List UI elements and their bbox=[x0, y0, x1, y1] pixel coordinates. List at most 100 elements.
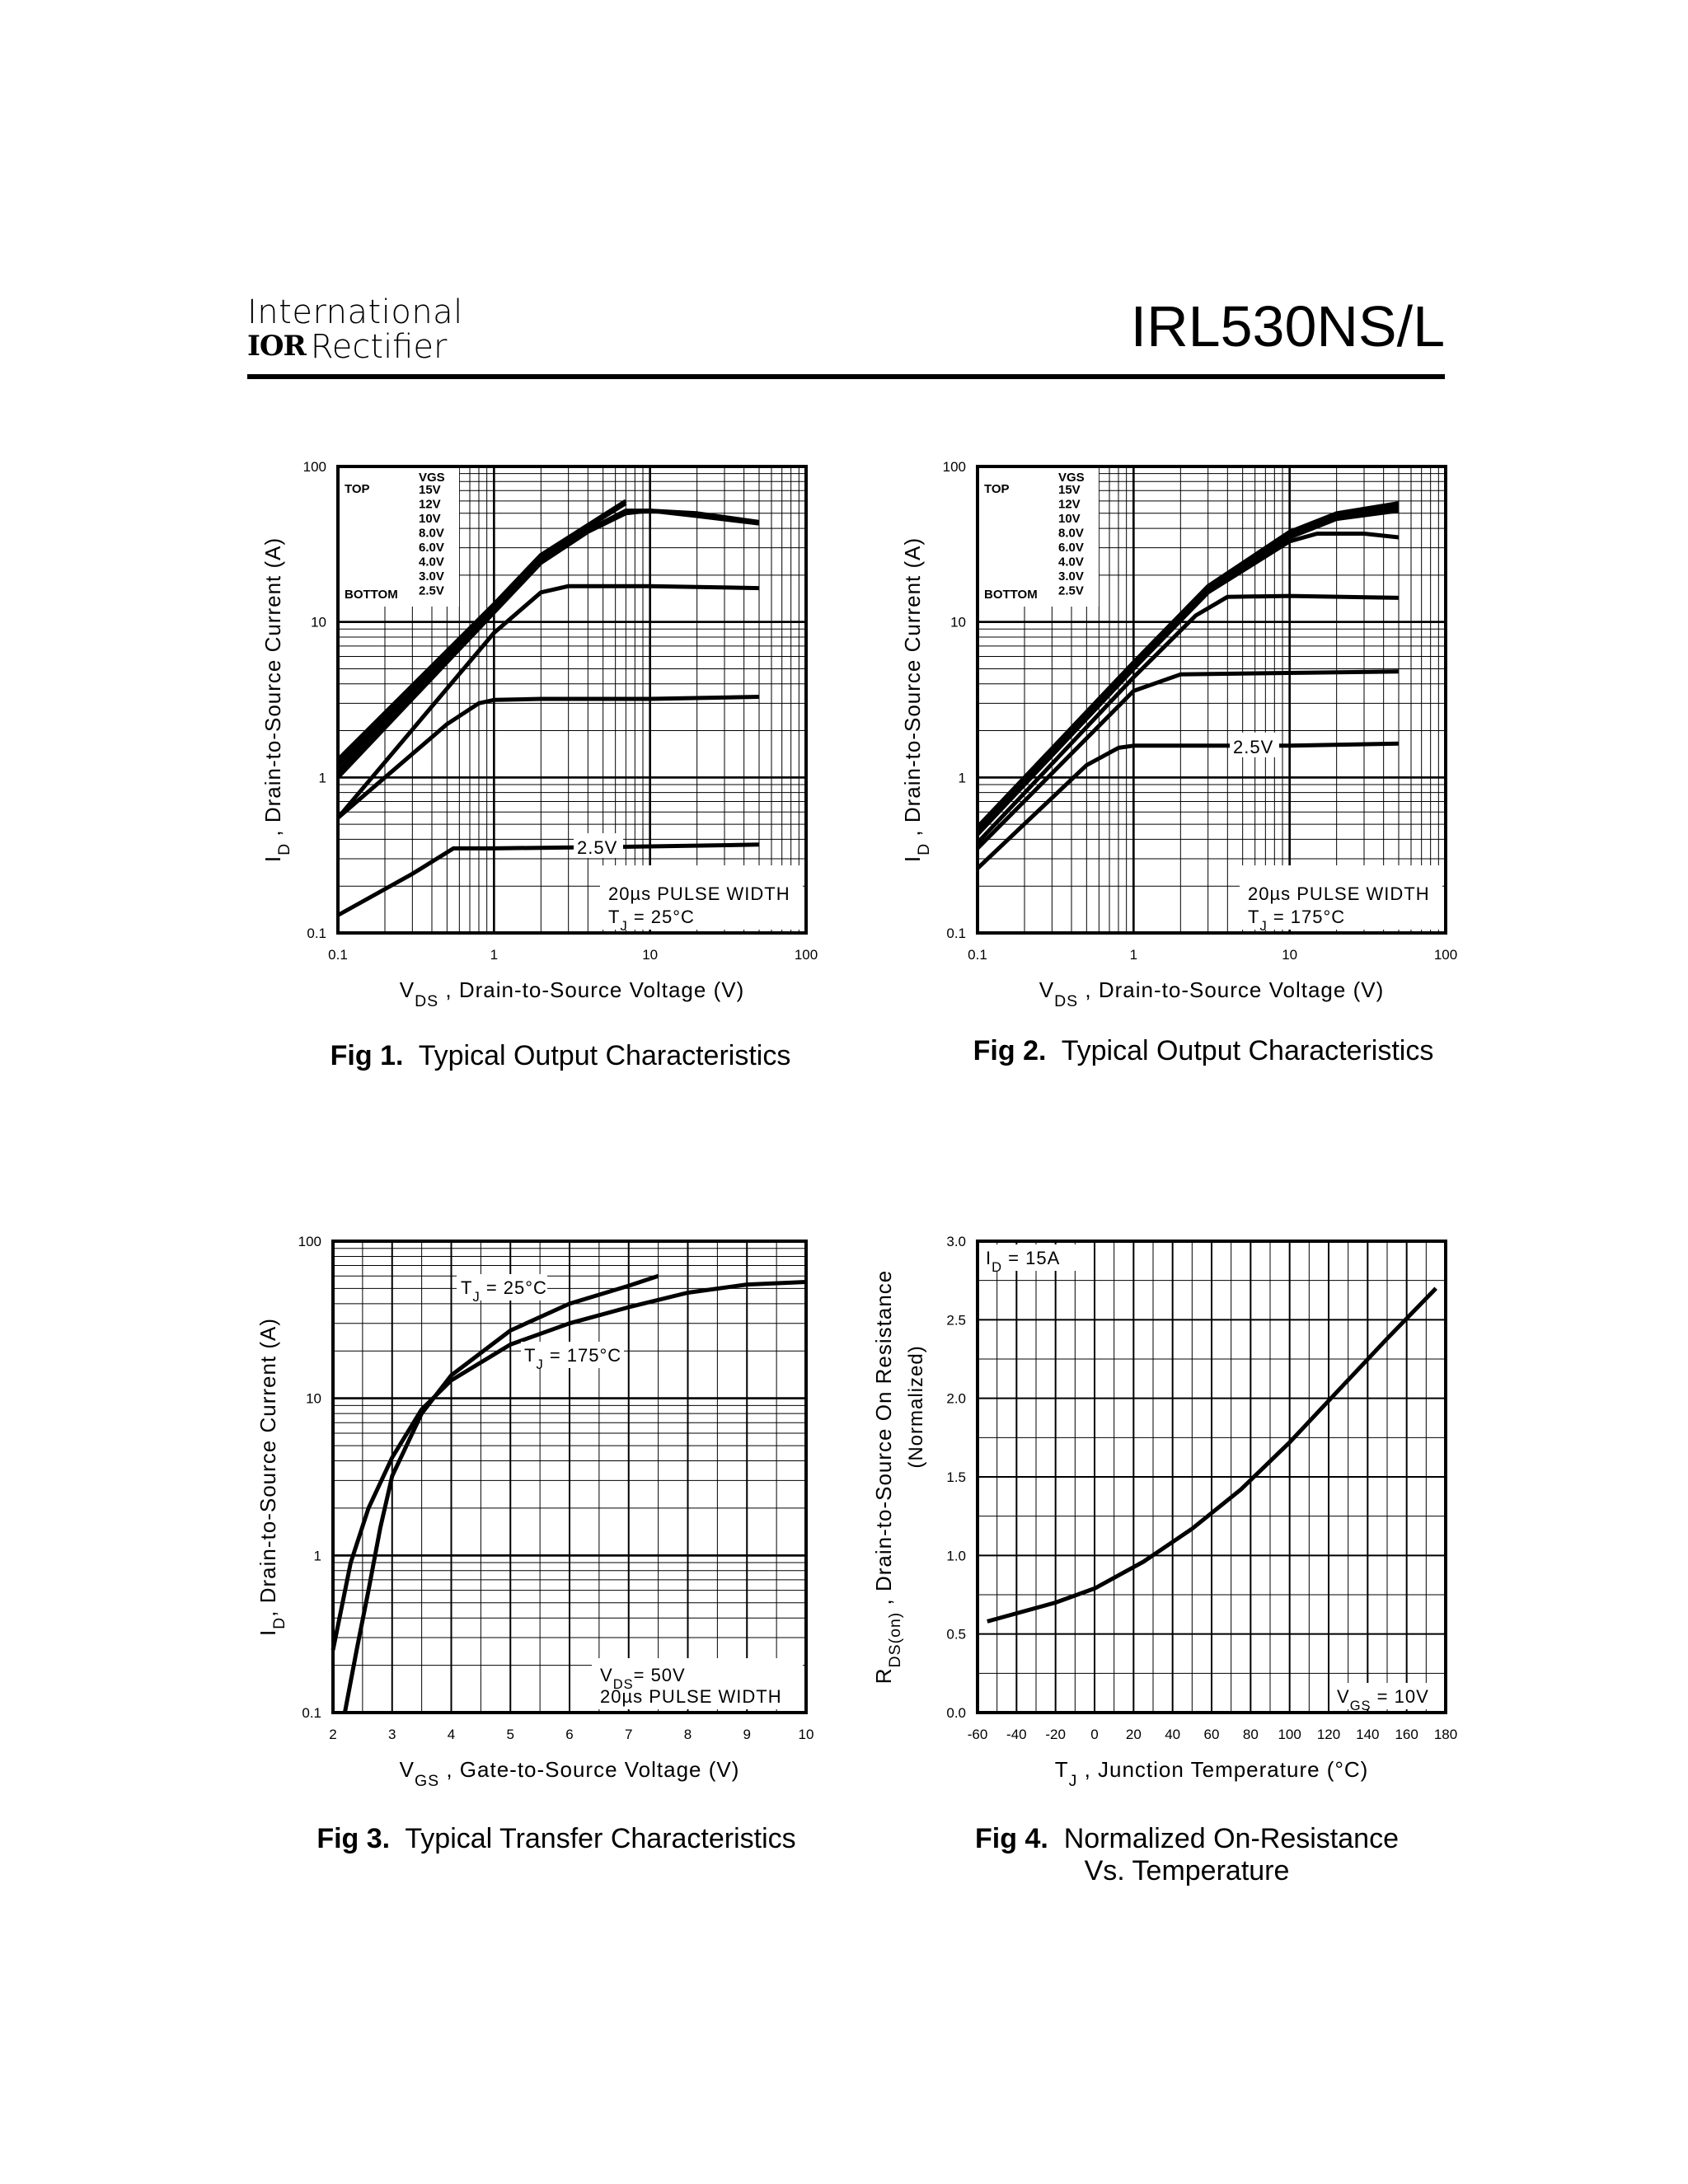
fig1-caption-num: Fig 1. bbox=[330, 1040, 404, 1071]
fig1-legend-entry-4: 6.0V bbox=[419, 541, 444, 555]
fig2-legend-entry-3: 8.0V bbox=[1058, 527, 1084, 541]
fig3-x-tick-3: 3 bbox=[388, 1727, 396, 1742]
fig3-x-tick-2: 2 bbox=[329, 1727, 336, 1742]
fig2-curve-label: 2.5V bbox=[1233, 737, 1273, 757]
fig1-legend-entry-2: 10V bbox=[419, 512, 441, 526]
fig2-legend-entry-5: 4.0V bbox=[1058, 555, 1084, 569]
fig4-y-tick-3.0: 3.0 bbox=[946, 1234, 966, 1249]
fig3-x-tick-5: 5 bbox=[507, 1727, 514, 1742]
fig2-legend-entry-4: 6.0V bbox=[1058, 541, 1084, 555]
fig1-legend-head: VGS bbox=[419, 471, 445, 485]
fig1-legend-entry-6: 3.0V bbox=[419, 569, 444, 583]
fig1-legend-entry-0: 15V bbox=[419, 483, 441, 497]
fig3-y-tick-100: 100 bbox=[298, 1234, 321, 1249]
fig3-caption-text: Typical Transfer Characteristics bbox=[405, 1823, 796, 1854]
fig4-caption-text: Normalized On-Resistance bbox=[1063, 1823, 1399, 1854]
fig4-x-tick--40: -40 bbox=[1006, 1727, 1027, 1742]
fig3-chart: 2 3 4 5 6 7 8 9 10 0.1 1 10 100 VGS , Gate-to-Source … bbox=[256, 1234, 814, 1790]
fig1-series-1 bbox=[336, 501, 627, 767]
fig3-caption: Fig 3. Typical Transfer Characteristics bbox=[309, 1823, 804, 1855]
fig4-x-tick--20: -20 bbox=[1045, 1727, 1066, 1742]
brand-bottom-text: Rectifier bbox=[310, 328, 448, 366]
header-rule bbox=[247, 374, 1445, 379]
fig4-x-axis-label: TJ , Junction Temperature (°C) bbox=[1055, 1757, 1369, 1790]
fig4-x-tick-140: 140 bbox=[1356, 1727, 1379, 1742]
fig2-legend-entry-6: 3.0V bbox=[1058, 569, 1084, 583]
fig3-series-1 bbox=[331, 1280, 807, 1651]
fig3-x-tick-6: 6 bbox=[565, 1727, 573, 1742]
fig4-x-tick-80: 80 bbox=[1243, 1727, 1259, 1742]
fig4-y-tick-2.5: 2.5 bbox=[946, 1312, 966, 1328]
fig4-caption-num: Fig 4. bbox=[975, 1823, 1048, 1854]
fig2-legend-top: TOP bbox=[984, 482, 1010, 496]
fig2-y-tick-100: 100 bbox=[943, 459, 966, 475]
fig1-series-6 bbox=[336, 695, 760, 820]
fig4-x-tick-40: 40 bbox=[1165, 1727, 1180, 1742]
fig2-y-tick-0.1: 0.1 bbox=[946, 926, 966, 941]
fig1-y-tick-1: 1 bbox=[319, 770, 326, 785]
fig2-x-tick-10: 10 bbox=[1282, 947, 1297, 963]
fig4-y-tick-1.0: 1.0 bbox=[946, 1548, 966, 1563]
fig4-vgs-label: VGS = 10V bbox=[1337, 1686, 1429, 1713]
fig3-y-tick-0.1: 0.1 bbox=[302, 1705, 321, 1721]
fig2-x-tick-1: 1 bbox=[1130, 947, 1137, 963]
fig4-x-tick-100: 100 bbox=[1278, 1727, 1301, 1742]
fig3-vds-label: VDS= 50V bbox=[600, 1665, 686, 1692]
fig1-chart: 0.1 1 10 100 0.1 1 10 100 VDS , Drain-to-Source … bbox=[260, 459, 818, 1010]
fig3-x-tick-4: 4 bbox=[448, 1727, 455, 1742]
fig2-x-axis-label: VDS , Drain-to-Source Voltage (V) bbox=[1039, 977, 1384, 1010]
fig1-curve-label: 2.5V bbox=[577, 837, 617, 858]
fig1-y-tick-10: 10 bbox=[311, 615, 326, 630]
fig1-y-axis-label: ID , Drain-to-Source Current (A) bbox=[260, 537, 293, 862]
fig2-legend-entry-1: 12V bbox=[1058, 498, 1081, 512]
fig2-caption-num: Fig 2. bbox=[973, 1035, 1047, 1066]
fig1-pulse-label: 20µs PULSE WIDTH bbox=[608, 883, 790, 904]
fig4-series-0 bbox=[987, 1286, 1437, 1624]
fig3-series-0 bbox=[342, 1273, 659, 1713]
fig3-y-axis-label: ID, Drain-to-Source Current (A) bbox=[256, 1318, 288, 1636]
fig2-chart: 0.1 1 10 100 0.1 1 10 100 VDS , Drain-to-Source … bbox=[900, 459, 1457, 1010]
fig2-caption-text: Typical Output Characteristics bbox=[1061, 1035, 1434, 1066]
fig1-legend-entry-3: 8.0V bbox=[419, 527, 444, 541]
fig2-legend-entry-0: 15V bbox=[1058, 483, 1081, 497]
fig2-series-4 bbox=[976, 532, 1400, 837]
fig1-series-7 bbox=[336, 842, 760, 917]
fig4-id-label: ID = 15A bbox=[986, 1248, 1060, 1275]
fig3-y-tick-10: 10 bbox=[306, 1391, 321, 1407]
fig4-x-tick-180: 180 bbox=[1434, 1727, 1457, 1742]
part-number: IRL530NS/L bbox=[1130, 294, 1445, 359]
fig1-x-axis-label: VDS , Drain-to-Source Voltage (V) bbox=[400, 977, 744, 1010]
fig3-x-tick-10: 10 bbox=[799, 1727, 814, 1742]
fig1-x-tick-0.1: 0.1 bbox=[328, 947, 348, 963]
fig3-y-tick-1: 1 bbox=[314, 1548, 321, 1563]
fig4-x-tick-120: 120 bbox=[1317, 1727, 1340, 1742]
fig2-series-5 bbox=[976, 593, 1400, 845]
fig4-x-tick-160: 160 bbox=[1395, 1727, 1418, 1742]
fig1-legend-entry-7: 2.5V bbox=[419, 584, 444, 598]
fig4-caption-text2: Vs. Temperature bbox=[1084, 1855, 1290, 1886]
fig1-series-4 bbox=[336, 509, 760, 776]
fig4-x-tick-0: 0 bbox=[1090, 1727, 1098, 1742]
fig2-y-axis-label: ID , Drain-to-Source Current (A) bbox=[900, 537, 933, 862]
fig2-caption: Fig 2. Typical Output Characteristics bbox=[973, 1035, 1434, 1067]
fig3-x-tick-9: 9 bbox=[743, 1727, 751, 1742]
fig1-series-5 bbox=[336, 583, 760, 819]
fig3-pulse-label: 20µs PULSE WIDTH bbox=[600, 1686, 782, 1707]
fig4-y-axis-label-line2: (Normalized) bbox=[905, 1345, 927, 1468]
fig1-legend-entry-5: 4.0V bbox=[419, 555, 444, 569]
fig2-legend-head: VGS bbox=[1058, 471, 1085, 485]
brand-bottom-row: IOR Rectifier bbox=[247, 330, 463, 364]
fig2-pulse-label: 20µs PULSE WIDTH bbox=[1248, 883, 1430, 904]
fig2-y-tick-1: 1 bbox=[959, 770, 966, 785]
fig2-series-7 bbox=[976, 741, 1400, 870]
fig2-legend-entry-2: 10V bbox=[1058, 512, 1081, 526]
fig3-x-tick-7: 7 bbox=[625, 1727, 632, 1742]
fig4-y-tick-0.5: 0.5 bbox=[946, 1627, 966, 1643]
fig1-legend-bottom: BOTTOM bbox=[345, 588, 398, 602]
fig4-y-tick-1.5: 1.5 bbox=[946, 1469, 966, 1485]
fig4-y-tick-2.0: 2.0 bbox=[946, 1391, 966, 1407]
fig2-series-6 bbox=[976, 669, 1400, 851]
fig4-y-axis-label: RDS(on) , Drain-to-Source On Resistance bbox=[871, 1270, 904, 1685]
fig1-y-tick-100: 100 bbox=[303, 459, 326, 475]
